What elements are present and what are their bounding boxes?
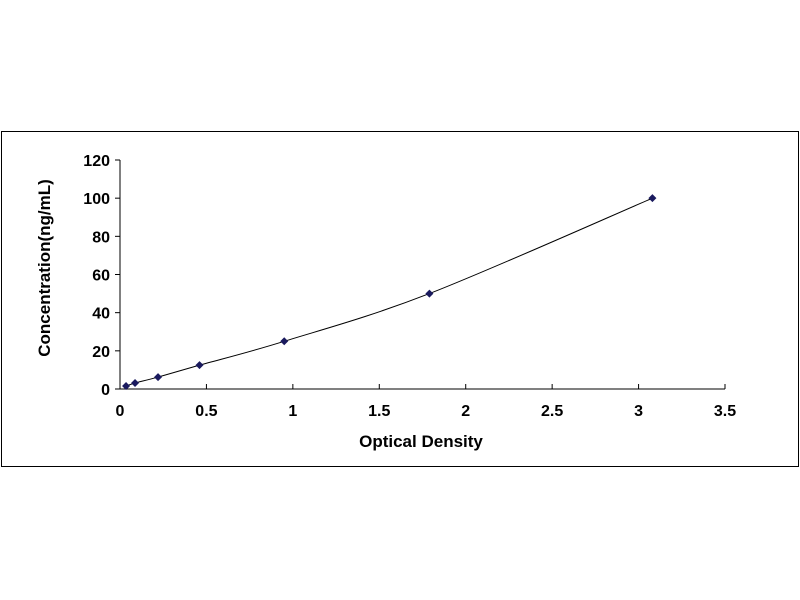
y-tick-label: 80 (92, 229, 110, 246)
data-point (122, 382, 131, 391)
data-point (131, 379, 140, 388)
tick-labels: 0 0.5 1 1.5 2 2.5 3 3.5 0 20 40 60 80 100 120 (83, 153, 736, 420)
x-tick-label: 3.5 (714, 403, 736, 420)
x-tick-label: 0.5 (195, 403, 217, 420)
data-point (425, 289, 434, 298)
y-axis-label: Concentration(ng/mL) (35, 179, 54, 357)
chart-frame (1, 131, 799, 467)
axes (115, 159, 726, 390)
data-points (122, 194, 657, 391)
x-tick-label: 0 (116, 403, 125, 420)
y-tick-label: 100 (83, 191, 110, 208)
data-point (280, 337, 289, 346)
data-point (154, 373, 163, 382)
y-tick-label: 40 (92, 306, 110, 323)
x-tick-label: 2.5 (541, 403, 563, 420)
y-tick-label: 120 (83, 153, 110, 170)
data-point (195, 361, 204, 370)
y-tick-label: 60 (92, 268, 110, 285)
x-tick-label: 1.5 (368, 403, 390, 420)
fit-curve (125, 197, 653, 387)
data-point (648, 194, 657, 203)
y-tick-label: 20 (92, 344, 110, 361)
x-axis-label: Optical Density (359, 432, 483, 451)
y-tick-label: 0 (101, 382, 110, 399)
x-tick-label: 1 (288, 403, 297, 420)
x-tick-label: 2 (461, 403, 470, 420)
x-tick-label: 3 (634, 403, 643, 420)
